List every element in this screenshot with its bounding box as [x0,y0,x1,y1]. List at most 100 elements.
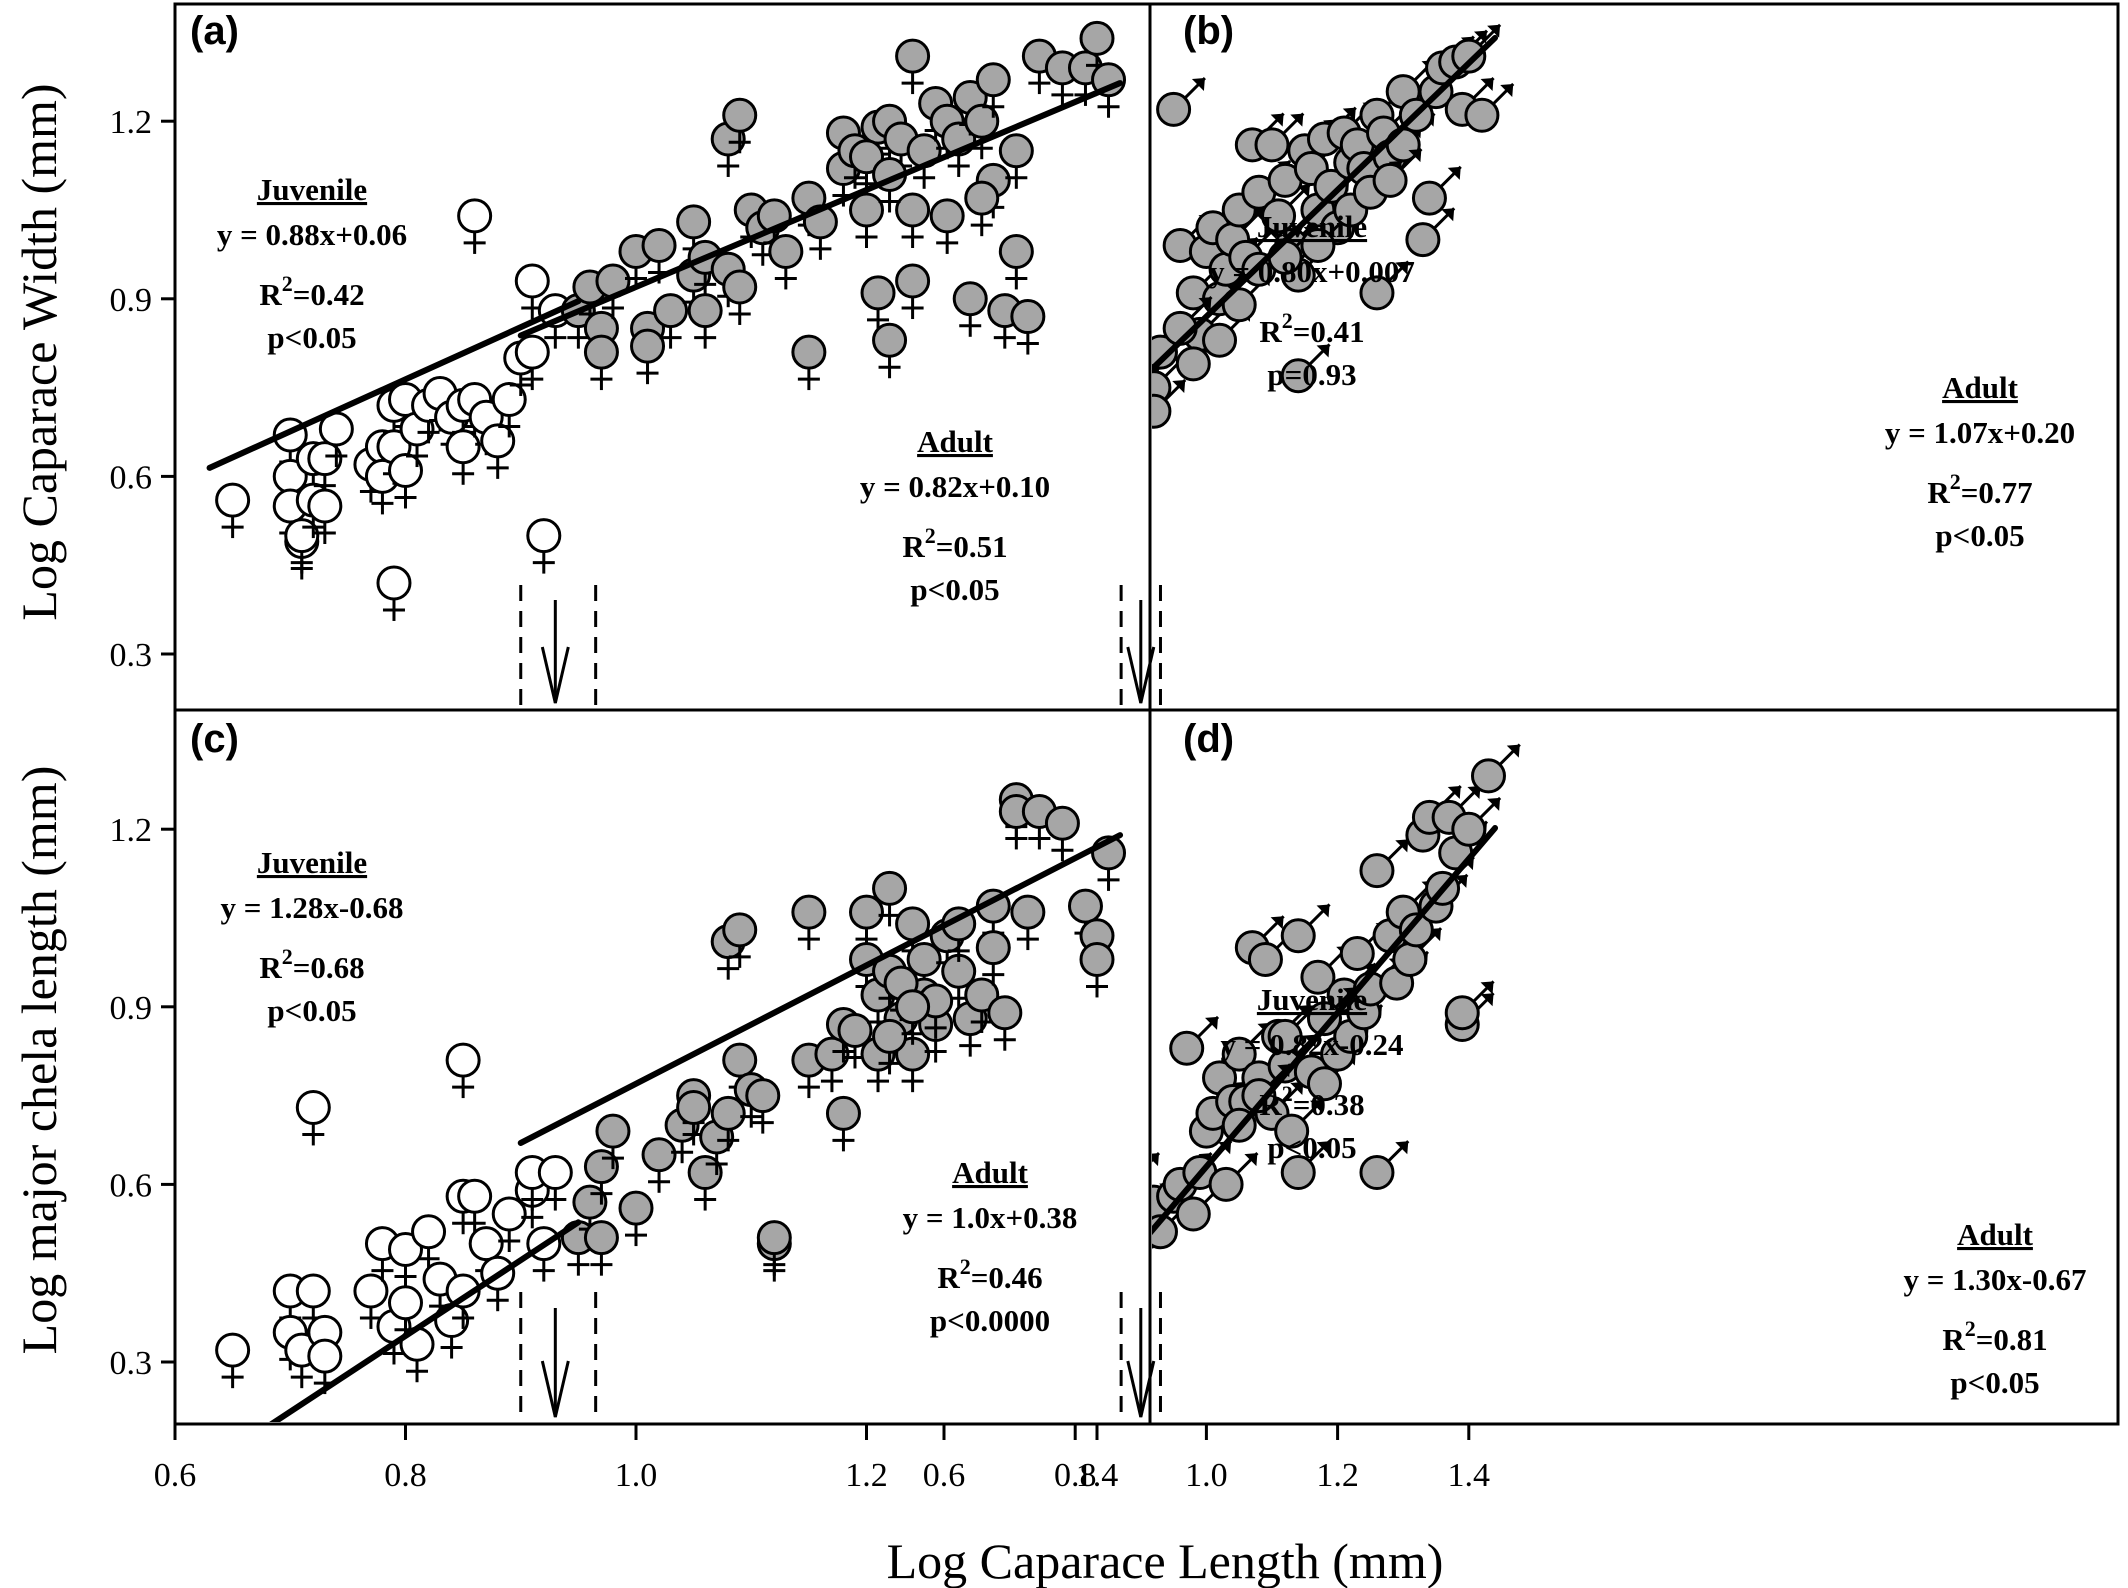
juvenile-annotation: Juvenile y = 0.82x-0.24 R2=0.38 p<0.05 [1221,982,1404,1165]
adult-annotation: Adult y = 0.82x+0.10 R2=0.51 p<0.05 [860,424,1050,607]
adult-point [1152,367,1161,382]
juvenile-point [1033,421,1080,468]
adult-point [791,334,827,391]
juvenile-point [353,1273,389,1329]
juvenile-point [445,1042,481,1099]
panel-a-plot-area [206,20,1127,621]
y-axis-title-bottom: Log major chela length (mm) [11,766,67,1355]
y-axis: 0.3 0.6 0.9 1.2 [110,812,175,1382]
juvenile-point [295,1273,331,1329]
maturity-arrow-head [1126,646,1156,704]
y-tick-label: 0.3 [110,637,153,674]
adult-point [964,977,1000,1033]
regression-equation: y = 0.80x+0.007 [1209,254,1415,289]
adult-point [895,1036,931,1093]
adult-point [618,1190,654,1247]
juvenile-point [388,1232,423,1288]
juvenile-point [307,488,343,544]
p-value: p<0.05 [1935,518,2024,553]
juvenile-point [1099,374,1146,421]
adult-point [630,328,666,385]
adult-point [872,322,908,379]
adult-point [1451,796,1502,847]
group-heading: Adult [1942,370,2018,405]
maturity-arrow-head [1126,1360,1156,1418]
y-tick-label: 0.9 [110,282,153,319]
juvenile-point [514,334,550,391]
juvenile-point [1092,1266,1139,1313]
x-tick-label: 0.6 [154,1457,197,1494]
juvenile-point [307,441,343,497]
juvenile-point [1092,344,1139,391]
r-squared: R2=0.51 [902,523,1007,564]
r-squared: R2=0.68 [259,944,364,985]
adult-point [1280,343,1331,394]
adult-point [722,1042,758,1099]
p-value: p<0.05 [267,993,356,1028]
panel-label: (a) [190,9,239,53]
x-tick-label: 1.4 [1076,1457,1119,1494]
p-value: p<0.05 [910,572,999,607]
group-heading: Adult [1957,1217,2033,1252]
juvenile-point [1079,410,1126,457]
x-tick-label: 1.2 [1316,1457,1359,1494]
y-axis-title-top: Log Caparace Width (mm) [11,83,67,620]
adult-point [687,293,723,349]
adult-point [1411,165,1462,216]
adult-point [1359,1140,1410,1191]
adult-point [1010,894,1046,951]
juvenile-point [1092,1058,1139,1105]
adult-point [895,263,931,320]
juvenile-point [1053,1242,1100,1289]
adult-point [1372,148,1423,198]
regression-equation: y = 0.88x+0.06 [217,217,407,252]
juvenile-point [491,381,527,438]
adult-point [1010,299,1046,355]
x-tick-label: 0.8 [384,1457,427,1494]
adult-point [583,334,619,391]
panel-d-plot-area [862,743,1521,1384]
juvenile-point [1092,291,1139,338]
y-tick-label: 0.9 [110,990,153,1027]
adult-point [1261,183,1311,234]
x-axis-title: Log Caparace Length (mm) [887,1533,1444,1588]
adult-point [952,281,988,337]
juvenile-annotation: Juvenile y = 0.80x+0.007 R2=0.41 p=0.93 [1209,209,1415,392]
juvenile-point [862,1337,909,1384]
group-heading: Juvenile [1257,982,1367,1017]
adult-point [872,870,908,927]
adult-point [1451,23,1502,74]
juvenile-point [1085,1100,1132,1147]
adult-point [1464,82,1515,133]
adult-point [1079,941,1115,998]
regression-equation: y = 1.0x+0.38 [903,1200,1078,1235]
adult-point [975,930,1011,986]
panel-b-plot-area [1033,23,1515,468]
juvenile-point [376,565,412,621]
adult-point [1405,207,1456,258]
adult-point [1152,378,1187,429]
adult-annotation: Adult y = 1.07x+0.20 R2=0.77 p<0.05 [1885,370,2075,553]
juvenile-point [1079,1212,1126,1259]
group-heading: Juvenile [257,845,367,880]
juvenile-point [388,452,423,509]
adult-point [1254,112,1305,163]
p-value: p=0.93 [1267,357,1356,392]
juvenile-point [295,1089,331,1146]
x-tick-label: 0.8 [1054,1457,1097,1494]
adult-point [860,275,896,331]
juvenile-point [480,423,516,479]
p-value: p<0.0000 [930,1303,1050,1338]
p-value: p<0.05 [267,320,356,355]
panel-b: (b) Juvenile y = 0.80x+0.007 R2=0.41 p=0.93 A… [1033,9,2075,705]
adult-point [849,894,884,951]
y-tick-label: 1.2 [110,104,153,141]
juvenile-point [445,429,481,485]
y-tick-label: 0.6 [110,459,153,496]
juvenile-point [514,263,550,320]
adult-fit-line [1152,825,1499,1236]
juvenile-point [1085,303,1132,350]
